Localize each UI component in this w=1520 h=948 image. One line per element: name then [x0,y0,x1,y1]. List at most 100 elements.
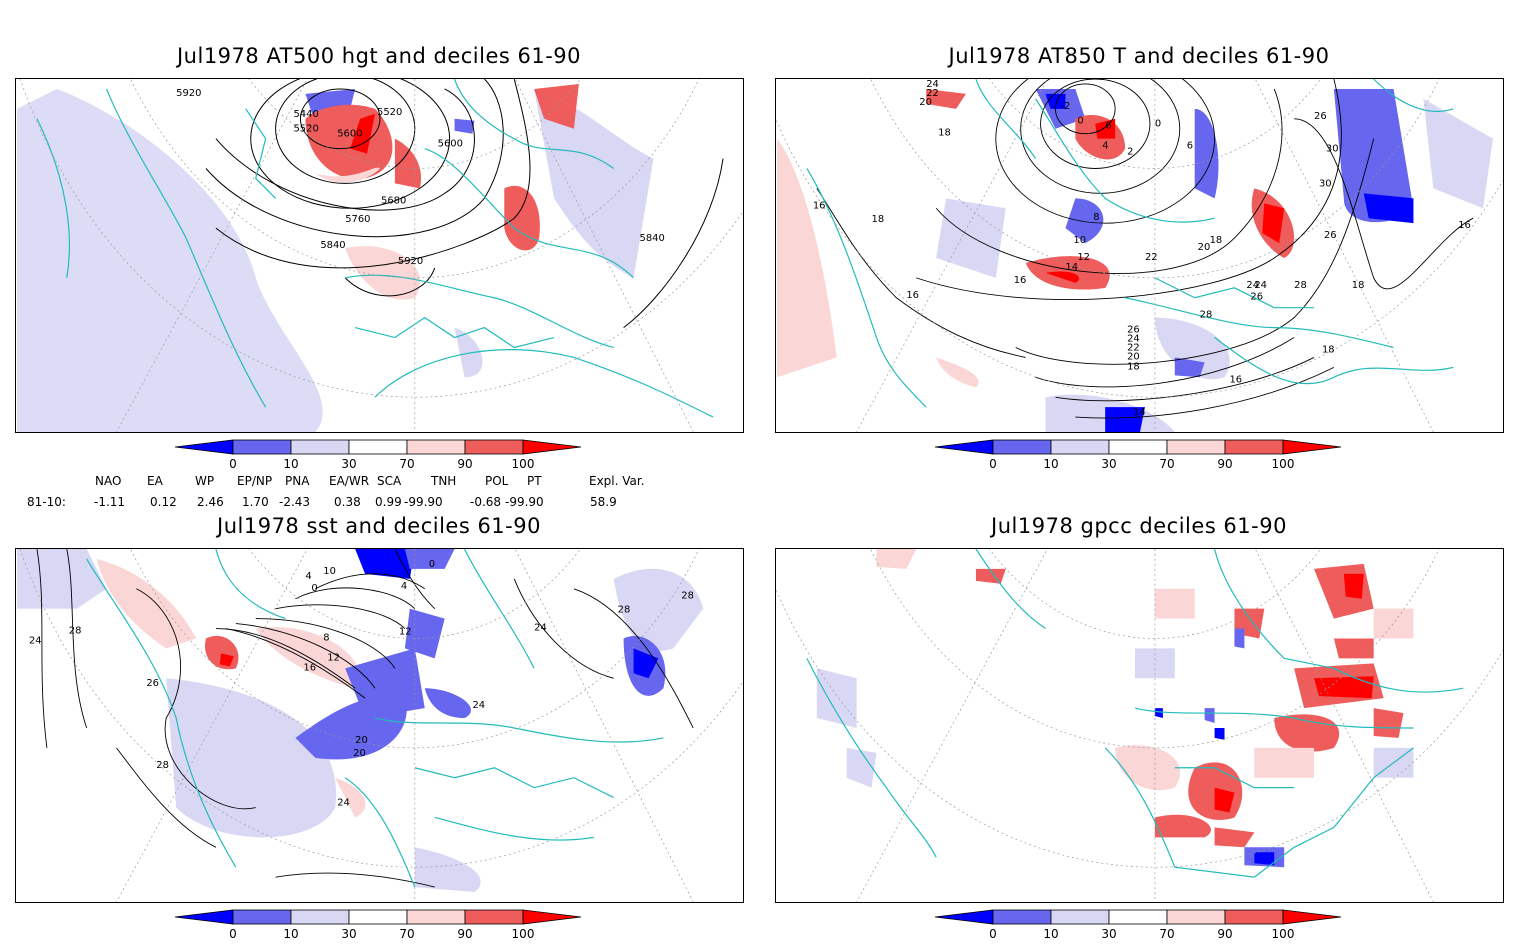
contour-label: 4 [401,581,407,592]
map-panel-t850: 24 22 20 18 -2 0 6 4 2 0 6 8 10 12 14 16… [775,78,1504,433]
colorbar-tick-label: 70 [399,927,414,941]
colorbar-tick-label: 0 [229,457,237,471]
colorbar-segment [348,909,408,925]
contour-label: 24 [1246,280,1259,291]
index-header-pt: PT [527,474,542,488]
contour-label: 0 [311,583,317,594]
contour-label: 22 [926,88,939,99]
contour-label: 16 [303,662,316,673]
index-value-wp: 2.46 [197,495,224,509]
colorbar-svg: 0 10 30 70 90 100 [935,439,1342,471]
colorbar-segment [935,909,994,925]
contour-label: 18 [938,128,951,139]
contour-label: 4 [305,571,311,582]
contour-label: 20 [355,735,368,746]
colorbar-segment [992,909,1052,925]
index-value-nao: -1.11 [94,495,126,509]
panel-title-sst: Jul1978 sst and deciles 61-90 [217,514,541,538]
colorbar-segment [175,439,234,455]
index-value-pol: -0.68 [470,495,502,509]
colorbar-svg: 0 10 30 70 90 100 [175,909,582,941]
contour-label: 5920 [176,88,201,99]
contour-label: 0 [429,559,435,570]
contour-label: 5600 [337,129,362,140]
colorbar-segment [1224,909,1284,925]
contour-label: 12 [1077,252,1090,263]
index-header-pna: PNA [285,474,310,488]
colorbar-tick-label: 10 [283,927,298,941]
contour-label: 20 [353,748,366,759]
colorbar-tick-label: 90 [1217,927,1232,941]
colorbar-segment [464,439,524,455]
contour-label: 5760 [345,214,370,225]
colorbar-tick-label: 90 [457,927,472,941]
colorbar-hgt: 0 10 30 70 90 100 [175,438,595,478]
colorbar-tick-label: 10 [1043,457,1058,471]
index-value-explvar: 58.9 [590,495,617,509]
contour-label: 6 [1187,141,1193,152]
colorbar-tick-label: 90 [457,457,472,471]
contour-labels-hgt: 5920 5440 5520 5600 5520 5600 5680 5760 … [176,88,665,267]
colorbar-tick-label: 100 [1272,927,1295,941]
index-header-pol: POL [485,474,509,488]
contour-label: 30 [1319,178,1332,189]
contour-label: 5600 [438,139,463,150]
colorbar-tick-label: 10 [1043,927,1058,941]
contour-label: 26 [1324,230,1337,241]
contour-label: 16 [1229,374,1242,385]
contour-label: 5680 [381,195,406,206]
colorbar-tick-label: 100 [512,927,535,941]
colorbar-segment [232,909,292,925]
contour-label: 16 [1014,275,1027,286]
colorbar-segment [175,909,234,925]
index-header-ea: EA [147,474,163,488]
map-panel-hgt: 5920 5440 5520 5600 5520 5600 5680 5760 … [15,78,744,433]
contour-label: 18 [1127,361,1140,372]
colorbar-segment [290,909,350,925]
colorbar-tick-label: 100 [1272,457,1295,471]
index-value-epnp: 1.70 [242,495,269,509]
index-value-sca: 0.99 [375,495,402,509]
colorbar-tick-label: 30 [341,457,356,471]
contour-label: 5440 [293,109,318,120]
contour-label: 5840 [640,233,665,244]
contour-label: 10 [1073,235,1086,246]
map-sst: 24 28 26 28 24 20 20 16 12 8 4 0 10 12 2… [17,549,743,902]
contour-label: 16 [906,290,919,301]
contour-label: 24 [1127,334,1140,345]
colorbar-svg: 0 10 30 70 90 100 [175,439,582,471]
map-panel-gpcc [775,548,1504,903]
colorbar-segment [1108,909,1168,925]
contour-label: 22 [1127,342,1140,353]
colorbar-tick-label: 30 [1101,927,1116,941]
contour-label: 28 [681,591,694,602]
index-value-ea: 0.12 [150,495,177,509]
contour-label: 16 [813,200,826,211]
contour-label: 16 [1458,220,1471,231]
contour-label: 20 [1127,351,1140,362]
contour-label: 5920 [398,256,423,267]
contour-label: 28 [156,760,169,771]
colorbar-segment [1108,439,1168,455]
map-hgt: 5920 5440 5520 5600 5520 5600 5680 5760 … [17,79,743,432]
colorbar-segment [522,909,582,925]
contour-label: 26 [1314,111,1327,122]
contour-label: 24 [926,79,939,90]
map-gpcc [776,549,1503,902]
contour-label: 12 [327,652,340,663]
index-header-eawr: EA/WR [329,474,370,488]
colorbar-segment [1224,439,1284,455]
contour-label: 24 [337,798,350,809]
contour-label: 26 [1250,292,1263,303]
colorbar-tick-label: 70 [1159,457,1174,471]
contour-label: 14 [1133,407,1146,418]
colorbar-segment [464,909,524,925]
contour-label: 18 [872,214,885,225]
map-t850: 24 22 20 18 -2 0 6 4 2 0 6 8 10 12 14 16… [776,79,1503,432]
colorbar-gpcc: 0 10 30 70 90 100 [935,908,1355,948]
index-header-nao: NAO [95,474,122,488]
contour-label: 18 [1352,280,1365,291]
contour-label: 24 [1254,280,1267,291]
contour-label: 8 [1093,212,1099,223]
index-value-pt: -99.90 [505,495,544,509]
